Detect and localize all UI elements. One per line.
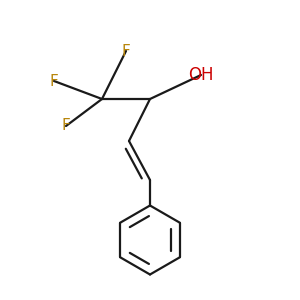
Text: F: F: [122, 44, 130, 59]
Text: F: F: [61, 118, 70, 134]
Text: F: F: [50, 74, 58, 88]
Text: OH: OH: [188, 66, 214, 84]
